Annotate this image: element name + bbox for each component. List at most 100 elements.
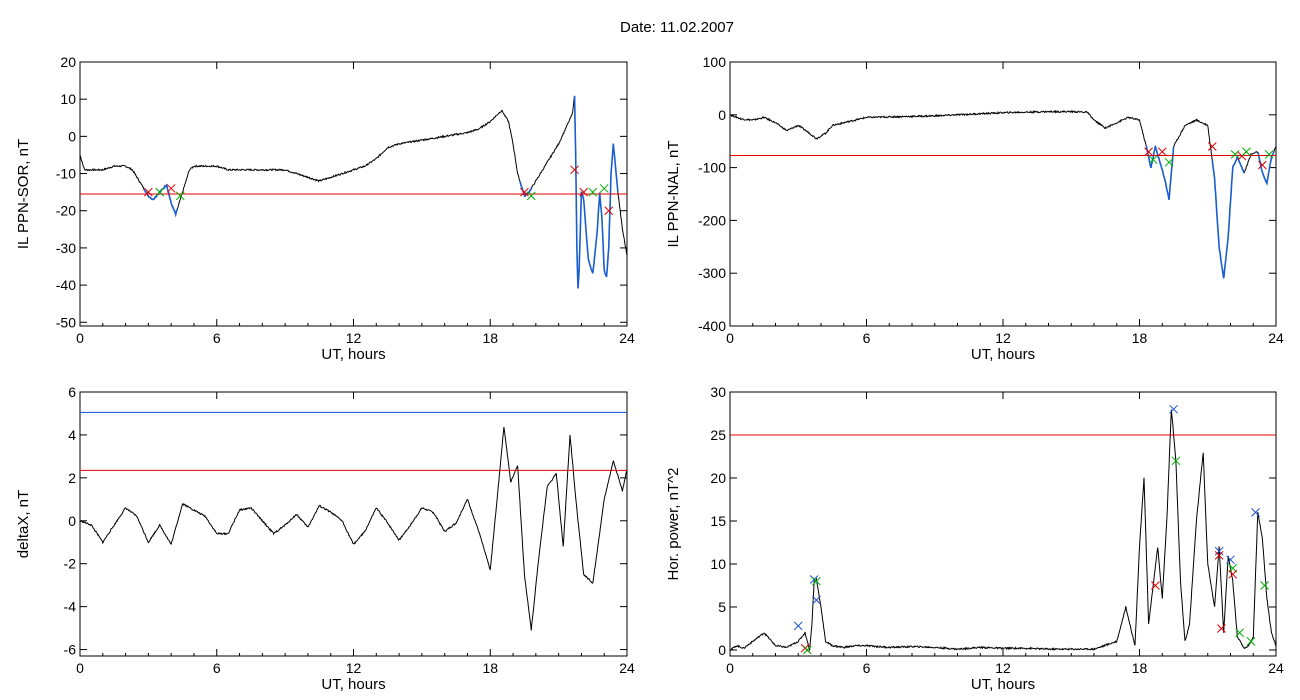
marker-green bbox=[1164, 157, 1174, 167]
y-axis-label: deltaX, nT bbox=[15, 490, 32, 558]
plot-frame bbox=[729, 61, 1277, 327]
marker-red bbox=[1207, 142, 1217, 151]
x-tick-label: 12 bbox=[995, 330, 1011, 346]
highlight-segment bbox=[1145, 145, 1175, 200]
series-line bbox=[730, 109, 1276, 279]
marker-green bbox=[1235, 628, 1244, 638]
y-tick-label: 25 bbox=[710, 427, 726, 443]
y-tick-label: 0 bbox=[718, 642, 726, 658]
x-axis-label: UT, hours bbox=[971, 676, 1035, 693]
x-tick-label: 18 bbox=[1132, 660, 1148, 676]
x-tick-label: 6 bbox=[213, 330, 221, 346]
y-tick-label: 10 bbox=[60, 91, 76, 107]
series-line bbox=[730, 409, 1276, 652]
x-tick-label: 6 bbox=[863, 330, 871, 346]
y-tick-label: 100 bbox=[703, 54, 727, 70]
figure-title: Date: 11.02.2007 bbox=[620, 19, 734, 36]
y-tick-label: -300 bbox=[698, 265, 726, 281]
x-tick-label: 24 bbox=[1268, 660, 1284, 676]
y-tick-label: -4 bbox=[64, 599, 77, 615]
marker-red bbox=[1228, 569, 1238, 579]
y-tick-label: -400 bbox=[698, 318, 726, 334]
y-tick-label: 2 bbox=[68, 470, 76, 486]
x-tick-label: 12 bbox=[346, 330, 362, 346]
highlight-segment bbox=[519, 180, 533, 198]
marker-green bbox=[1148, 155, 1158, 165]
y-tick-label: 6 bbox=[68, 384, 76, 400]
marker-red bbox=[1151, 581, 1160, 590]
plot-area bbox=[80, 411, 627, 631]
y-tick-label: -100 bbox=[698, 160, 726, 176]
y-tick-label: 30 bbox=[710, 384, 726, 400]
marker-green bbox=[1264, 150, 1274, 159]
plot-area bbox=[730, 404, 1276, 655]
marker-green bbox=[599, 184, 609, 193]
y-tick-label: -20 bbox=[56, 203, 76, 219]
marker-green bbox=[588, 187, 598, 197]
marker-blue bbox=[793, 621, 803, 631]
y-tick-label: 20 bbox=[60, 54, 76, 70]
y-tick-label: 5 bbox=[718, 599, 726, 615]
x-axis-label: UT, hours bbox=[321, 346, 385, 363]
marker-green bbox=[1242, 147, 1251, 157]
x-tick-label: 0 bbox=[726, 330, 734, 346]
chart-panel-bottom-left: 0 6 12 18 24 6 4 2 0 -2 -4 -6 UT, hours deltaX, nT bbox=[15, 384, 635, 693]
marker-blue bbox=[1169, 404, 1178, 414]
marker-red bbox=[166, 184, 176, 193]
y-tick-label: 0 bbox=[718, 107, 726, 123]
marker-red bbox=[604, 206, 614, 216]
x-tick-label: 12 bbox=[995, 660, 1011, 676]
y-tick-label: -10 bbox=[56, 166, 76, 182]
marker-red bbox=[579, 187, 589, 197]
marker-blue bbox=[1251, 508, 1260, 517]
x-axis-label: UT, hours bbox=[321, 676, 385, 693]
y-tick-label: -6 bbox=[64, 642, 77, 658]
x-tick-label: 6 bbox=[213, 660, 221, 676]
x-tick-label: 24 bbox=[619, 330, 635, 346]
plot-area bbox=[730, 109, 1276, 279]
chart-panel-top-left: 0 6 12 18 24 20 10 0 -10 -20 -30 -40 -50 UT, hours IL … bbox=[15, 54, 635, 363]
x-tick-label: 6 bbox=[863, 660, 871, 676]
y-axis-label: IL PPN-NAL, nT bbox=[665, 141, 682, 248]
marker-red bbox=[1217, 624, 1226, 633]
x-tick-label: 18 bbox=[1132, 330, 1148, 346]
x-tick-label: 24 bbox=[619, 660, 635, 676]
marker-red bbox=[520, 187, 529, 197]
marker-red bbox=[1144, 147, 1153, 157]
y-tick-label: 10 bbox=[710, 556, 726, 572]
marker-red bbox=[570, 165, 579, 175]
series-line bbox=[80, 95, 627, 289]
y-tick-label: -40 bbox=[56, 277, 76, 293]
y-tick-label: -30 bbox=[56, 240, 76, 256]
marker-green bbox=[1260, 581, 1269, 590]
x-tick-label: 24 bbox=[1268, 330, 1284, 346]
series-line bbox=[80, 427, 627, 631]
y-axis-label: Hor. power, nT^2 bbox=[665, 468, 682, 581]
marker-green bbox=[802, 645, 812, 655]
marker-red bbox=[1214, 551, 1224, 560]
marker-green bbox=[175, 191, 185, 201]
marker-green bbox=[1246, 637, 1256, 646]
marker-red bbox=[1257, 160, 1267, 170]
marker-blue bbox=[812, 595, 821, 605]
x-tick-label: 0 bbox=[76, 330, 84, 346]
x-tick-label: 18 bbox=[482, 330, 498, 346]
highlight-segment bbox=[1211, 153, 1245, 279]
marker-blue bbox=[1226, 555, 1235, 565]
x-tick-label: 0 bbox=[76, 660, 84, 676]
marker-green bbox=[155, 187, 165, 197]
x-axis-label: UT, hours bbox=[971, 346, 1035, 363]
x-tick-label: 0 bbox=[726, 660, 734, 676]
plot-frame bbox=[79, 391, 628, 657]
x-tick-label: 18 bbox=[482, 660, 498, 676]
marker-green bbox=[1230, 150, 1240, 159]
marker-green bbox=[1171, 456, 1181, 466]
marker-green bbox=[812, 576, 821, 586]
marker-red bbox=[144, 187, 153, 197]
marker-red bbox=[1157, 147, 1167, 157]
y-tick-label: 15 bbox=[710, 513, 726, 529]
y-tick-label: -2 bbox=[64, 556, 77, 572]
x-tick-label: 12 bbox=[346, 660, 362, 676]
marker-blue bbox=[1214, 546, 1224, 556]
